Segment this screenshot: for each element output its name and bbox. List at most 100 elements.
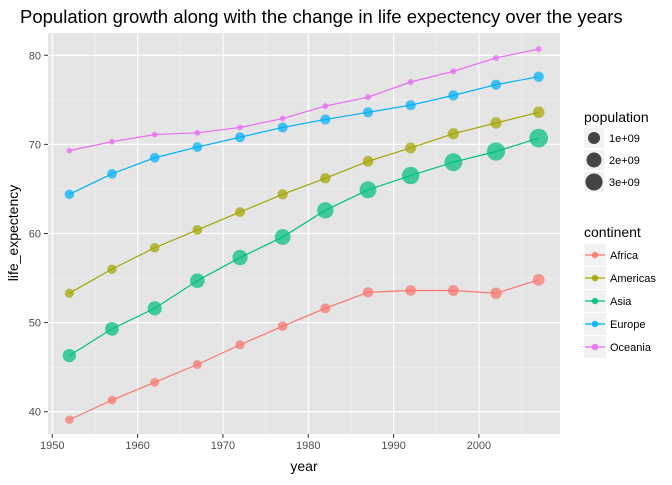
data-point: [533, 71, 544, 82]
data-point: [237, 124, 243, 131]
data-point: [362, 287, 374, 298]
legend-continent-label: Americas: [610, 273, 656, 285]
data-point: [447, 128, 459, 140]
data-point: [105, 321, 119, 336]
y-tick-label: 70: [29, 139, 41, 151]
data-point: [147, 301, 162, 316]
legend-color-swatch: [591, 343, 599, 351]
legend-size-swatch: [585, 173, 603, 191]
data-point: [492, 54, 500, 61]
data-point: [192, 359, 202, 370]
data-point: [401, 166, 420, 185]
x-tick-label: 1990: [381, 440, 405, 452]
data-point: [277, 189, 288, 200]
legend-population-title: population: [584, 109, 649, 125]
x-tick-label: 1960: [125, 440, 149, 452]
data-point: [149, 152, 160, 163]
series-oceania: [66, 45, 542, 154]
data-point: [490, 117, 502, 129]
data-point: [362, 155, 374, 167]
data-point: [192, 225, 203, 235]
data-point: [235, 132, 245, 143]
data-point: [66, 147, 73, 154]
data-point: [490, 79, 502, 90]
series-line: [69, 279, 539, 421]
data-point: [232, 249, 248, 266]
legend-size-swatch: [588, 132, 600, 144]
y-tick-label: 40: [29, 407, 41, 419]
series-europe: [64, 71, 544, 200]
data-point: [405, 285, 417, 296]
data-point: [190, 273, 205, 289]
x-tick-label: 2000: [467, 440, 491, 452]
data-point: [194, 129, 201, 136]
data-point: [107, 395, 117, 405]
data-point: [320, 303, 331, 314]
data-point: [107, 168, 117, 179]
data-point: [444, 153, 463, 172]
data-point: [277, 122, 288, 133]
data-point: [490, 287, 502, 299]
legend-size-label: 1e+09: [609, 133, 640, 145]
data-point: [64, 288, 74, 298]
y-tick-label: 80: [29, 50, 41, 62]
data-point: [322, 103, 329, 110]
data-point: [192, 142, 203, 152]
legend-size-swatch: [586, 152, 602, 168]
data-point: [320, 172, 331, 184]
y-tick-label: 50: [29, 318, 41, 330]
plot-panel: [48, 33, 560, 434]
series-layer: [62, 45, 549, 424]
legend-color-swatch: [591, 251, 599, 259]
legend-color-swatch: [591, 297, 599, 305]
data-point: [279, 115, 286, 122]
x-tick-label: 1950: [40, 440, 64, 452]
data-point: [320, 114, 331, 125]
data-point: [65, 415, 74, 424]
y-axis-label: life_expectency: [5, 185, 21, 282]
x-tick-label: 1970: [211, 440, 235, 452]
series-line: [69, 76, 539, 195]
series-line: [69, 48, 539, 152]
data-point: [150, 377, 160, 387]
x-tick-label: 1980: [296, 440, 320, 452]
data-point: [235, 340, 245, 350]
data-point: [532, 273, 545, 286]
y-tick-label: 60: [29, 229, 41, 241]
legend-continent: continent Africa Americas Asia Europe Oceani…: [584, 224, 656, 358]
data-point: [62, 348, 76, 363]
chart-title: Population growth along with the change …: [20, 6, 623, 27]
legend-color-swatch: [591, 320, 599, 328]
legend-population: population 1e+09 2e+09 3e+09: [584, 109, 649, 192]
legend-continent-title: continent: [584, 224, 641, 240]
data-point: [274, 229, 291, 245]
data-point: [151, 131, 158, 138]
data-point: [149, 242, 160, 253]
data-point: [234, 207, 246, 218]
data-point: [407, 79, 414, 86]
data-point: [447, 285, 459, 297]
legend-size-label: 2e+09: [609, 155, 640, 167]
data-point: [535, 45, 542, 53]
data-point: [365, 94, 371, 101]
data-point: [107, 264, 117, 274]
data-point: [532, 106, 545, 119]
series-asia: [62, 128, 549, 363]
series-line: [69, 111, 539, 294]
legend-continent-label: Europe: [610, 319, 645, 331]
data-point: [277, 321, 288, 331]
legend-continent-label: Asia: [610, 296, 632, 308]
data-point: [64, 189, 75, 200]
data-point: [448, 90, 459, 101]
data-point: [405, 100, 416, 111]
data-point: [109, 138, 115, 145]
x-axis-label: year: [290, 458, 318, 474]
data-point: [486, 142, 506, 161]
data-point: [405, 142, 417, 154]
data-point: [359, 181, 377, 199]
data-point: [362, 107, 374, 118]
series-americas: [64, 106, 545, 298]
series-africa: [65, 273, 545, 424]
